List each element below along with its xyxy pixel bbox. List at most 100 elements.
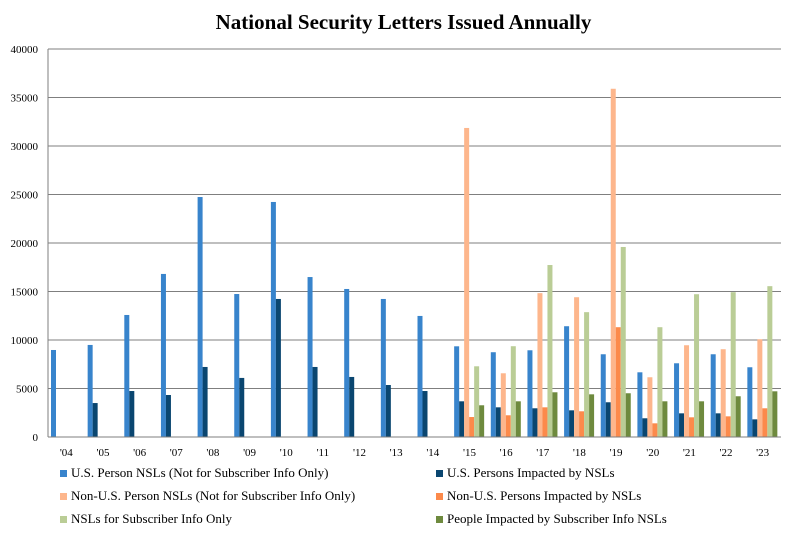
legend-swatch [60, 469, 67, 477]
legend-label: NSLs for Subscriber Info Only [71, 511, 233, 526]
bar-5-14 [589, 394, 595, 437]
bar-0-18 [710, 354, 716, 437]
bar-2-18 [720, 349, 726, 437]
y-tick-label: 40000 [11, 44, 39, 56]
x-tick-label: '07 [170, 447, 183, 459]
bar-2-15 [610, 88, 616, 438]
bar-0-5 [234, 294, 240, 437]
bar-4-19 [767, 286, 773, 437]
bar-1-6 [275, 298, 281, 437]
legend-item: Non-U.S. Persons Impacted by NSLs [436, 488, 641, 504]
x-tick-label: '23 [756, 447, 769, 459]
bar-4-17 [694, 294, 700, 437]
bar-1-7 [312, 366, 318, 437]
bar-1-8 [349, 376, 355, 437]
bar-2-12 [500, 373, 506, 437]
bar-4-15 [620, 246, 626, 437]
y-tick-label: 10000 [11, 335, 39, 347]
y-tick-label: 0 [33, 432, 39, 444]
bar-0-11 [454, 346, 460, 437]
x-tick-label: '13 [390, 447, 403, 459]
legend-item: Non-U.S. Person NSLs (Not for Subscriber… [60, 488, 355, 504]
bar-3-15 [615, 327, 621, 437]
bar-1-17 [679, 413, 685, 437]
bar-1-10 [422, 391, 428, 437]
bar-3-11 [469, 417, 475, 437]
x-tick-label: '11 [317, 447, 330, 459]
bar-1-9 [385, 385, 391, 437]
legend-label: U.S. Person NSLs (Not for Subscriber Inf… [71, 465, 329, 480]
x-tick-label: '22 [720, 447, 733, 459]
bar-1-19 [752, 419, 758, 437]
bar-4-12 [510, 346, 516, 437]
bar-5-17 [699, 401, 705, 437]
y-tick-label: 20000 [11, 238, 39, 250]
legend-item: U.S. Person NSLs (Not for Subscriber Inf… [60, 465, 328, 481]
legend-label: Non-U.S. Person NSLs (Not for Subscriber… [71, 488, 356, 503]
legend-swatch [436, 492, 443, 500]
x-tick-label: '20 [646, 447, 659, 459]
y-tick-label: 30000 [11, 141, 39, 153]
gridlines [48, 48, 781, 389]
bar-1-1 [92, 403, 98, 437]
legend-swatch [436, 469, 443, 477]
y-tick-label: 5000 [16, 384, 39, 396]
bar-1-2 [129, 391, 135, 437]
x-tick-label: '18 [573, 447, 586, 459]
bar-2-17 [684, 345, 690, 437]
x-tick-label: '06 [133, 447, 146, 459]
bar-4-11 [474, 366, 480, 437]
bar-3-16 [652, 423, 658, 437]
bar-0-13 [527, 350, 533, 437]
bar-2-16 [647, 377, 653, 437]
bar-1-11 [459, 401, 465, 437]
legend-swatch [60, 492, 67, 500]
bar-0-15 [600, 354, 606, 437]
y-tick-label: 25000 [11, 190, 39, 202]
bar-2-19 [757, 339, 763, 437]
bar-0-8 [344, 288, 350, 437]
legend-swatch [60, 515, 67, 523]
bar-1-15 [605, 402, 611, 437]
bar-0-9 [380, 298, 386, 437]
x-tick-label: '14 [426, 447, 439, 459]
bar-4-18 [730, 292, 736, 437]
bar-0-17 [674, 363, 680, 437]
bar-4-13 [547, 265, 553, 437]
axes [47, 49, 781, 438]
bar-1-5 [239, 377, 245, 437]
x-tick-label: '21 [683, 447, 696, 459]
bar-0-10 [417, 315, 423, 437]
bar-2-11 [464, 127, 470, 437]
bar-5-16 [662, 401, 668, 437]
bar-0-6 [270, 201, 276, 437]
x-tick-label: '12 [353, 447, 366, 459]
x-tick-label: '05 [96, 447, 109, 459]
y-tick-labels: 0 5000 10000 15000 20000 25000 30000 35000 40000 [11, 44, 39, 444]
bar-3-18 [725, 416, 731, 437]
legend-swatch [436, 515, 443, 523]
bar-1-14 [569, 410, 575, 437]
bar-3-17 [689, 417, 695, 437]
bar-5-11 [479, 405, 485, 437]
legend-label: U.S. Persons Impacted by NSLs [447, 465, 615, 480]
bar-0-4 [197, 197, 203, 437]
bar-5-19 [772, 391, 778, 437]
bar-0-16 [637, 372, 643, 437]
bar-0-14 [564, 326, 570, 437]
bar-3-12 [505, 415, 511, 437]
bar-3-13 [542, 407, 548, 437]
bar-5-13 [552, 392, 558, 437]
bar-2-14 [574, 297, 580, 437]
y-tick-label: 15000 [11, 287, 39, 299]
x-tick-label: '19 [610, 447, 623, 459]
bar-5-15 [625, 393, 631, 437]
legend-label: People Impacted by Subscriber Info NSLs [447, 511, 667, 526]
bar-1-16 [642, 418, 648, 437]
legend-label: Non-U.S. Persons Impacted by NSLs [447, 488, 642, 503]
x-tick-label: '15 [463, 447, 476, 459]
x-tick-label: '09 [243, 447, 256, 459]
bar-5-12 [515, 401, 521, 437]
x-tick-label: '16 [500, 447, 513, 459]
